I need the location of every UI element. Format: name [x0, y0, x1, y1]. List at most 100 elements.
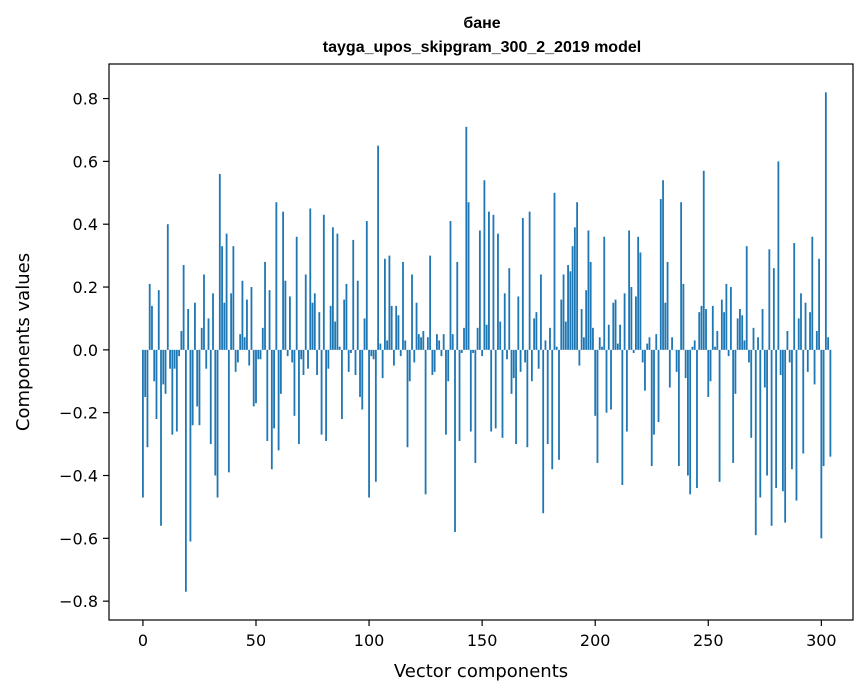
bar-101	[370, 349, 373, 357]
bar-213	[623, 293, 626, 350]
bar-105	[379, 343, 382, 350]
bar-251	[709, 349, 712, 382]
bar-226	[653, 349, 655, 435]
bar-258	[725, 283, 728, 350]
bar-26	[200, 327, 203, 350]
bar-144	[467, 202, 470, 350]
bar-6	[155, 349, 158, 419]
bar-3	[148, 283, 151, 350]
bar-268	[748, 349, 750, 363]
bar-198	[589, 261, 592, 350]
bar-91	[347, 349, 350, 372]
bar-192	[576, 202, 579, 350]
bar-79	[320, 349, 323, 435]
bar-46	[246, 299, 248, 350]
bar-115	[402, 261, 404, 350]
bar-151	[483, 180, 486, 350]
bar-10	[164, 349, 167, 394]
bar-230	[662, 180, 664, 350]
bar-81	[325, 349, 327, 441]
bar-37	[225, 233, 228, 350]
bar-291	[800, 293, 802, 350]
bar-58	[273, 349, 275, 429]
bar-190	[571, 246, 574, 350]
bar-222	[644, 349, 646, 391]
bars-group	[142, 92, 832, 592]
bar-296	[811, 236, 814, 350]
bar-256	[720, 299, 723, 350]
bar-154	[490, 349, 493, 432]
bar-43	[239, 334, 242, 350]
bar-189	[569, 271, 572, 350]
bar-279	[772, 268, 775, 350]
bar-179	[546, 349, 549, 445]
bar-290	[797, 318, 800, 350]
bar-70	[300, 349, 303, 360]
bar-295	[809, 312, 811, 350]
bar-92	[350, 349, 352, 353]
bar-114	[399, 349, 402, 357]
bar-285	[786, 331, 789, 350]
bar-131	[438, 340, 441, 350]
bar-184	[558, 349, 560, 460]
bar-108	[386, 340, 389, 350]
bar-136	[449, 221, 452, 350]
bar-112	[395, 305, 398, 350]
bar-281	[777, 161, 780, 350]
bar-1	[144, 349, 147, 397]
bar-261	[732, 349, 735, 463]
bar-165	[515, 349, 517, 445]
y-tick-label: 0.2	[73, 278, 98, 297]
bar-100	[368, 349, 370, 498]
bar-206	[607, 324, 610, 350]
bar-298	[815, 331, 818, 350]
bar-210	[616, 343, 619, 350]
bar-187	[564, 321, 567, 350]
bar-59	[275, 202, 278, 350]
bar-75	[311, 302, 314, 350]
x-tick-label: 50	[246, 631, 266, 650]
bar-90	[345, 283, 348, 350]
bar-183	[555, 346, 558, 350]
bar-148	[476, 327, 479, 350]
bar-180	[549, 327, 551, 350]
bar-171	[528, 211, 531, 350]
bar-80	[322, 214, 325, 350]
bar-44	[241, 280, 244, 350]
bar-85	[334, 321, 337, 350]
bar-186	[562, 274, 565, 350]
bar-11	[166, 224, 169, 350]
bar-24	[196, 349, 199, 407]
bar-135	[447, 349, 450, 382]
x-tick-label: 250	[693, 631, 724, 650]
bar-270	[752, 327, 755, 350]
bar-150	[481, 349, 484, 357]
bar-301	[822, 349, 825, 467]
bar-31	[212, 293, 214, 350]
bar-127	[429, 255, 432, 350]
bar-139	[456, 261, 459, 350]
bar-168	[521, 217, 524, 350]
bar-164	[512, 349, 515, 379]
bar-284	[784, 349, 787, 523]
bar-267	[745, 246, 748, 350]
y-tick-label: −0.8	[59, 592, 98, 611]
bar-287	[791, 349, 793, 470]
bar-243	[691, 346, 694, 350]
bar-274	[761, 309, 764, 350]
bar-116	[404, 340, 407, 350]
bar-155	[492, 214, 495, 350]
bar-215	[628, 230, 631, 350]
bar-129	[433, 349, 436, 372]
bar-7	[157, 290, 160, 350]
bar-269	[750, 349, 753, 438]
bar-204	[603, 236, 606, 350]
bar-188	[567, 265, 569, 350]
bar-83	[329, 305, 332, 350]
y-tick-label: −0.4	[59, 467, 98, 486]
bar-68	[295, 236, 298, 350]
bar-191	[573, 227, 576, 350]
bar-111	[393, 349, 395, 366]
bar-276	[766, 349, 768, 476]
bar-273	[759, 349, 762, 498]
